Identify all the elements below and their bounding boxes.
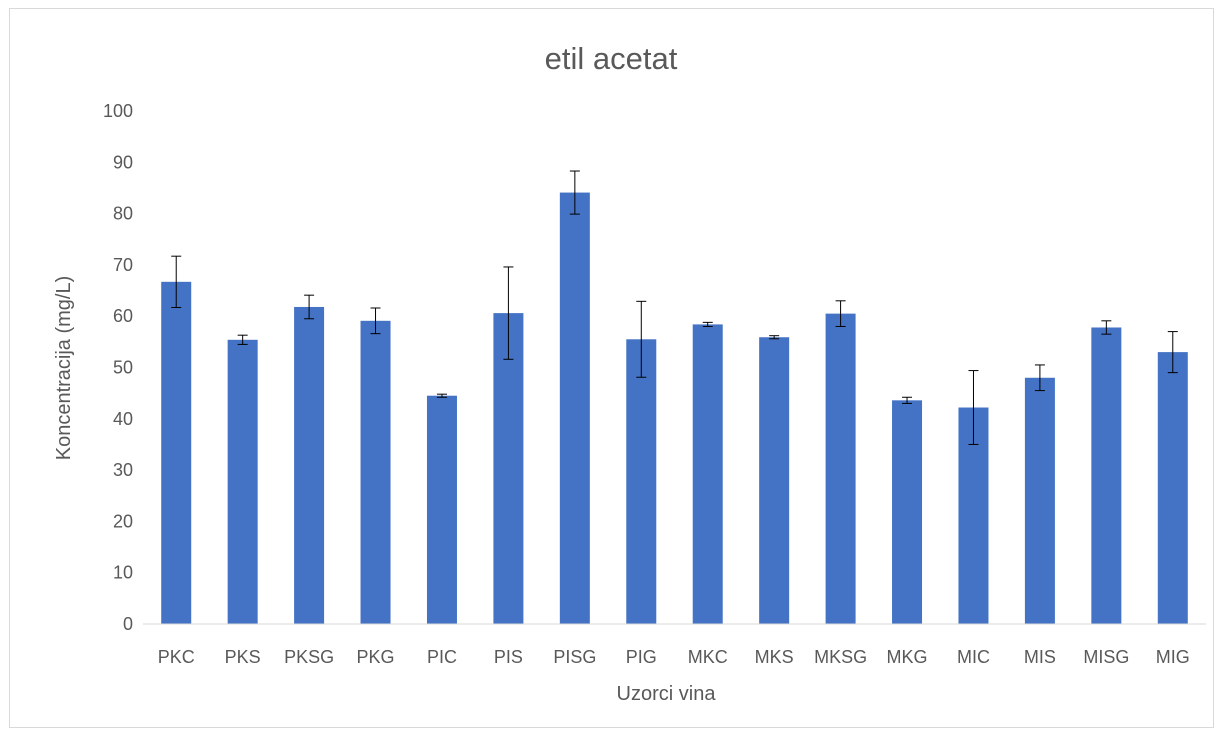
error-bar-mkg [902,396,913,404]
bar-pic [426,395,457,624]
x-tick-label: PIC [427,647,457,667]
error-bar-mis [1034,364,1045,392]
error-bar-pkc [171,255,182,308]
y-tick-label: 10 [113,563,133,583]
bar-pig [626,339,657,624]
bar-pks [227,339,258,624]
error-bar-pic [436,393,447,398]
y-tick-label: 50 [113,358,133,378]
x-tick-label: MISG [1083,647,1129,667]
y-tick-label: 100 [103,101,133,121]
y-tick-label: 90 [113,152,133,172]
error-bar-mic [968,370,979,445]
error-bar-pis [503,266,514,360]
error-bar-pig [636,300,647,378]
chart-title: etil acetat [545,41,678,76]
x-tick-label: PKS [225,647,261,667]
y-tick-label: 80 [113,204,133,224]
bar-pkg [360,320,391,624]
y-tick-label: 0 [123,614,133,634]
error-bar-mks [769,335,780,340]
error-bars [171,170,1178,445]
x-tick-label: PKSG [284,647,334,667]
bar-mks [759,337,790,624]
x-tick-label: MKSG [814,647,867,667]
x-tick-label: MKS [755,647,794,667]
error-bar-pkg [370,307,381,335]
x-tick-label: MIC [957,647,990,667]
x-axis-ticks: PKC PKS PKSG PKG PIC PIS PISG PIG MKC MKS MKSG MKG M… [158,647,1190,667]
x-tick-label: MKG [887,647,928,667]
y-axis-title: Koncentracija (mg/L) [53,276,75,461]
error-bar-mkc [702,321,713,327]
bar-pksg [294,306,325,624]
y-tick-label: 70 [113,255,133,275]
x-tick-label: MKC [688,647,728,667]
x-tick-label: PIG [626,647,657,667]
x-tick-label: MIS [1024,647,1056,667]
x-tick-label: PISG [553,647,596,667]
y-tick-label: 60 [113,306,133,326]
bar-pkc [161,281,192,624]
x-tick-label: PKC [158,647,195,667]
y-tick-label: 40 [113,409,133,429]
x-tick-label: PIS [494,647,523,667]
error-bar-pks [237,334,248,345]
bar-mkc [692,324,723,624]
bars [161,192,1188,624]
x-tick-label: MIG [1156,647,1190,667]
chart-area [9,8,1214,728]
y-tick-label: 30 [113,460,133,480]
bar-pisg [559,192,590,624]
error-bar-misg [1101,320,1112,335]
y-axis-ticks: 0 10 20 30 40 50 60 70 80 90 100 [103,101,133,634]
bar-mis [1024,377,1055,624]
x-axis-title: Uzorci vina [617,683,717,705]
error-bar-mksg [835,300,846,327]
x-tick-label: PKG [357,647,395,667]
error-bar-pksg [304,294,315,320]
y-tick-label: 20 [113,511,133,531]
bar-misg [1091,327,1122,624]
error-bar-pisg [569,170,580,215]
bar-mkg [892,400,923,624]
bar-mig [1157,352,1188,624]
bar-mksg [825,313,856,624]
error-bar-mig [1167,331,1178,374]
bar-pis [493,313,524,624]
